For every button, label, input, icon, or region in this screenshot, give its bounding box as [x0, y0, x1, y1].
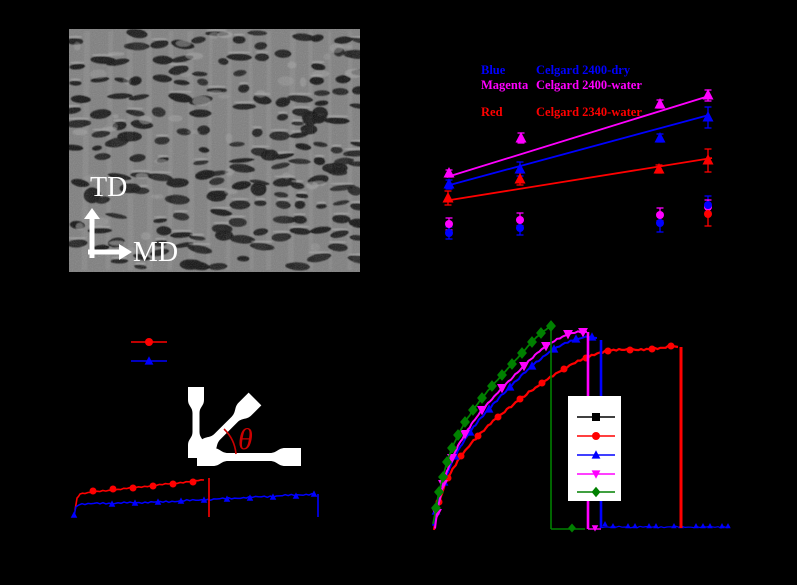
dogbone-diagonal: [190, 392, 262, 464]
sem-micrograph-panel: TD MD: [69, 29, 360, 272]
dogbone-horizontal: [197, 448, 301, 466]
anisotropy-scatter-plot: [442, 89, 714, 240]
legend-row-red: Red Celgard 2340-water: [481, 105, 642, 120]
direction-arrows: [84, 208, 132, 260]
legend-row-blue: Blue Celgard 2400-dry: [481, 63, 630, 78]
theta-label: θ: [238, 423, 253, 456]
md-td-curve-plot: [70, 338, 319, 518]
dogbone-vertical: [188, 387, 204, 458]
md-label: MD: [133, 237, 178, 268]
legend-value: Celgard 2400-dry: [536, 63, 631, 77]
legend-value: Celgard 2400-water: [536, 78, 642, 92]
td-arrow-icon: [84, 208, 100, 258]
theta-arc: [223, 428, 237, 455]
legend-value: Celgard 2340-water: [536, 105, 642, 119]
stress-strain-plot: [431, 320, 731, 533]
sem-grain-overlay: [69, 29, 360, 272]
legend-key: Blue: [481, 63, 506, 77]
legend-row-magenta: Magenta Celgard 2400-water: [481, 78, 642, 93]
specimen-orientation-inset: θ: [188, 387, 301, 466]
md-arrow-icon: [88, 244, 132, 260]
legend-key: Red: [481, 105, 503, 119]
td-label: TD: [90, 172, 127, 203]
legend-key: Magenta: [481, 78, 529, 92]
